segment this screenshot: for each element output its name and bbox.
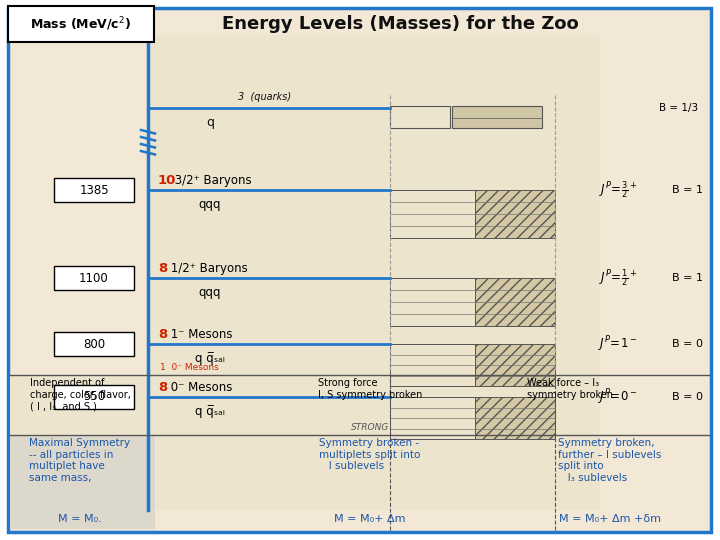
FancyBboxPatch shape <box>54 178 134 202</box>
Bar <box>390 190 475 238</box>
Bar <box>10 436 155 529</box>
Text: 8: 8 <box>158 381 167 394</box>
Bar <box>475 344 555 386</box>
Text: 1100: 1100 <box>79 272 109 285</box>
Text: 1  0⁻ Mesons: 1 0⁻ Mesons <box>160 363 219 372</box>
Bar <box>475 397 555 439</box>
Text: $J^P\!=\!1^-$: $J^P\!=\!1^-$ <box>598 334 638 354</box>
Text: Mass (MeV/c$^2$): Mass (MeV/c$^2$) <box>30 15 132 33</box>
Text: q q̅ₛₐₗ: q q̅ₛₐₗ <box>195 405 225 418</box>
Text: Maximal Symmetry
-- all particles in
multiplet have
same mass,: Maximal Symmetry -- all particles in mul… <box>30 438 130 483</box>
Text: q: q <box>206 116 214 129</box>
Text: 800: 800 <box>83 338 105 350</box>
FancyBboxPatch shape <box>54 332 134 356</box>
FancyBboxPatch shape <box>54 266 134 290</box>
Text: $J^P\!=\!\frac{3}{2}^+$: $J^P\!=\!\frac{3}{2}^+$ <box>599 179 637 201</box>
Text: B = 0: B = 0 <box>672 392 703 402</box>
Text: B = 1: B = 1 <box>672 185 703 195</box>
Text: Weak force – I₃
symmetry broken: Weak force – I₃ symmetry broken <box>527 378 613 400</box>
Text: 8: 8 <box>158 262 167 275</box>
Bar <box>390 106 450 128</box>
Bar <box>475 278 555 326</box>
Text: 8: 8 <box>158 328 167 341</box>
Text: 1⁻ Mesons: 1⁻ Mesons <box>167 328 233 341</box>
Bar <box>150 35 600 510</box>
Text: 10: 10 <box>158 174 176 187</box>
Bar <box>452 106 542 128</box>
Text: Independent of
charge, color, flavor,
( I , I₃  and S ): Independent of charge, color, flavor, ( … <box>30 378 130 411</box>
Text: M = M₀.: M = M₀. <box>58 514 102 524</box>
FancyBboxPatch shape <box>54 385 134 409</box>
Text: B = 1/3: B = 1/3 <box>659 103 698 113</box>
Text: 1385: 1385 <box>79 184 109 197</box>
Text: M = M₀+ Δm +δm: M = M₀+ Δm +δm <box>559 514 661 524</box>
Text: 3  (quarks): 3 (quarks) <box>238 92 292 102</box>
FancyBboxPatch shape <box>8 6 154 42</box>
Text: qqq: qqq <box>199 286 221 299</box>
Text: Energy Levels (Masses) for the Zoo: Energy Levels (Masses) for the Zoo <box>222 15 578 33</box>
Text: Strong force
I, S symmetry broken: Strong force I, S symmetry broken <box>318 378 422 400</box>
Text: Symmetry broken -
multiplets split into
   I sublevels: Symmetry broken - multiplets split into … <box>319 438 420 471</box>
Text: 3/2⁺ Baryons: 3/2⁺ Baryons <box>171 174 251 187</box>
Bar <box>475 190 555 238</box>
Bar <box>390 278 475 326</box>
Text: q q̅ₛₐₗ: q q̅ₛₐₗ <box>195 352 225 365</box>
Bar <box>10 376 155 434</box>
Text: qqq: qqq <box>199 198 221 211</box>
Text: 550: 550 <box>83 390 105 403</box>
Text: M = M₀+ Δm: M = M₀+ Δm <box>334 514 406 524</box>
Text: $J^P\!=\!\frac{1}{2}^+$: $J^P\!=\!\frac{1}{2}^+$ <box>599 267 637 289</box>
Text: Symmetry broken,
further – I sublevels
split into
   I₃ sublevels: Symmetry broken, further – I sublevels s… <box>558 438 662 483</box>
Text: 0⁻ Mesons: 0⁻ Mesons <box>167 381 233 394</box>
Text: B = 1: B = 1 <box>672 273 703 283</box>
Text: STRONG: STRONG <box>351 423 390 432</box>
Text: B = 0: B = 0 <box>672 339 703 349</box>
Text: $J^P\!=\!0^-$: $J^P\!=\!0^-$ <box>598 387 638 407</box>
Bar <box>390 397 475 439</box>
Bar <box>390 344 475 386</box>
Text: 1/2⁺ Baryons: 1/2⁺ Baryons <box>167 262 248 275</box>
